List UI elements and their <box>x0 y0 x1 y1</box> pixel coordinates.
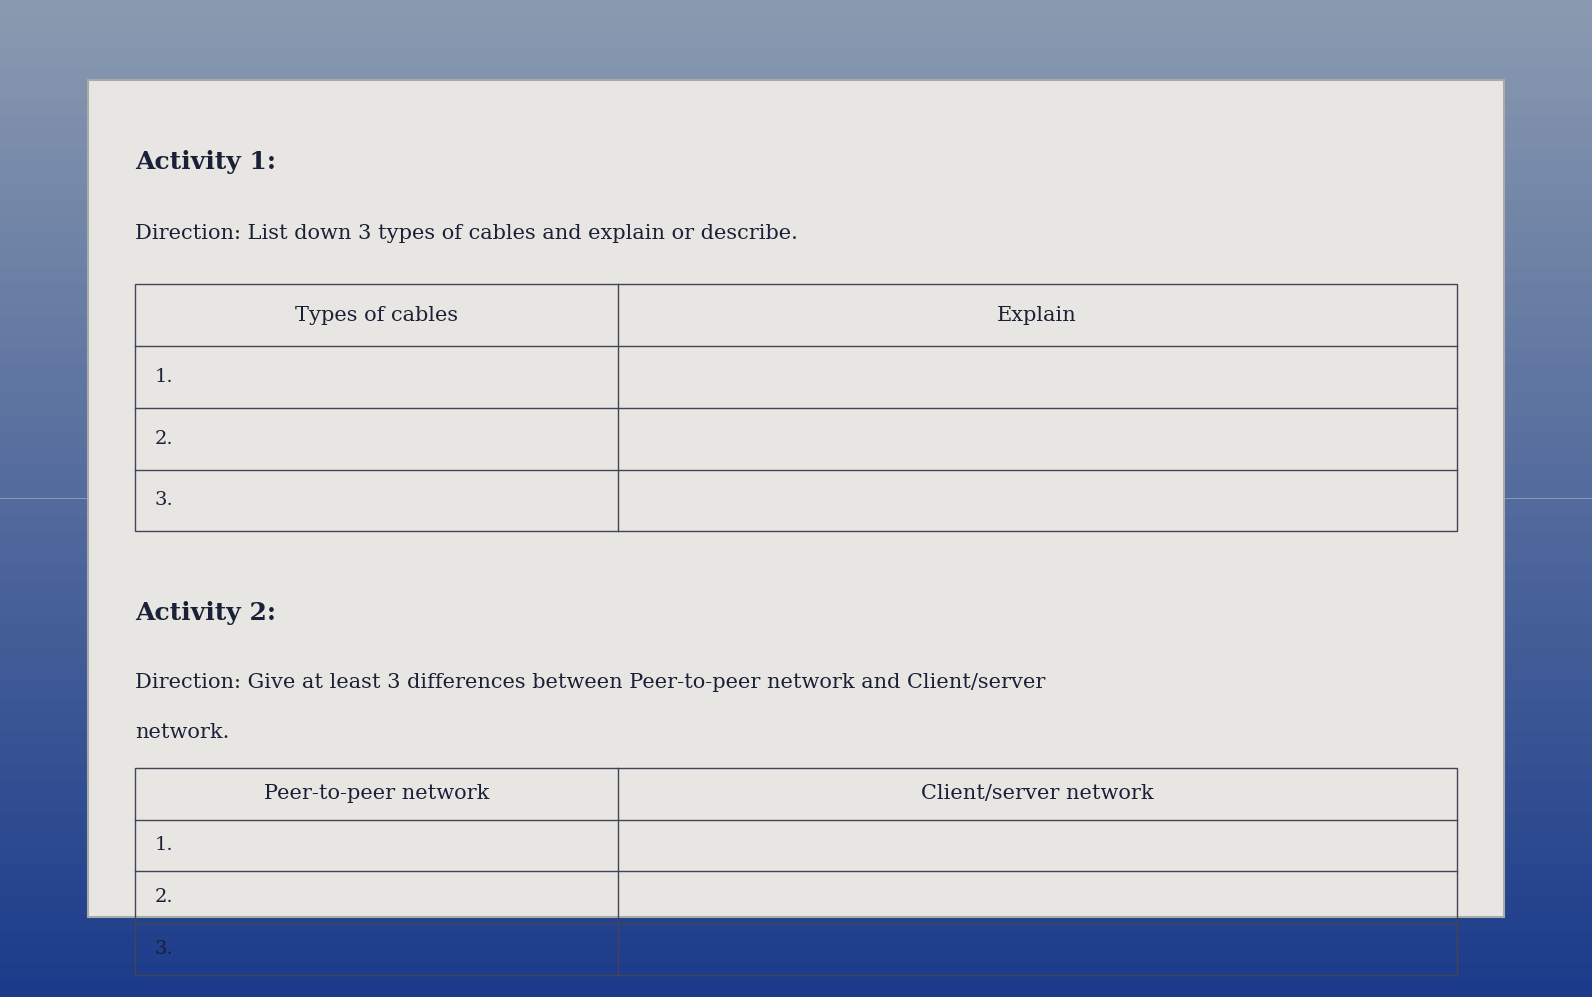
Bar <box>135 768 1457 975</box>
Bar <box>0 864 1592 880</box>
Bar <box>0 731 1592 748</box>
Bar <box>0 781 1592 798</box>
Text: Client/server network: Client/server network <box>920 784 1154 804</box>
Bar <box>0 847 1592 864</box>
Bar <box>0 216 1592 232</box>
Bar <box>0 166 1592 182</box>
Bar <box>0 815 1592 831</box>
Text: 2.: 2. <box>154 430 174 448</box>
Bar <box>0 399 1592 416</box>
Bar <box>0 299 1592 316</box>
Text: Activity 1:: Activity 1: <box>135 150 277 173</box>
Bar <box>0 182 1592 199</box>
Bar <box>0 316 1592 332</box>
Bar <box>0 449 1592 466</box>
Bar <box>0 665 1592 681</box>
Bar <box>0 100 1592 117</box>
Bar <box>0 698 1592 715</box>
Bar <box>0 581 1592 598</box>
Bar <box>0 482 1592 498</box>
Bar <box>0 897 1592 914</box>
Text: Peer-to-peer network: Peer-to-peer network <box>264 784 489 804</box>
Bar <box>0 249 1592 266</box>
Bar <box>0 980 1592 997</box>
Text: Explain: Explain <box>997 305 1078 325</box>
Bar <box>0 531 1592 548</box>
Bar <box>0 598 1592 615</box>
Bar <box>0 432 1592 449</box>
Bar <box>135 284 1457 531</box>
Bar <box>0 615 1592 631</box>
Bar <box>0 382 1592 399</box>
Bar <box>0 715 1592 731</box>
Bar <box>0 332 1592 349</box>
Text: Direction: List down 3 types of cables and explain or describe.: Direction: List down 3 types of cables a… <box>135 224 798 243</box>
Bar <box>0 117 1592 133</box>
Bar <box>0 748 1592 765</box>
Bar <box>0 515 1592 531</box>
Bar <box>0 798 1592 815</box>
Bar <box>0 880 1592 897</box>
Bar <box>0 765 1592 781</box>
Text: 1.: 1. <box>154 368 174 386</box>
Bar <box>0 466 1592 482</box>
Bar <box>0 199 1592 216</box>
Bar <box>0 681 1592 698</box>
Bar <box>0 349 1592 366</box>
Bar <box>0 548 1592 565</box>
Bar <box>0 648 1592 665</box>
Bar <box>0 631 1592 648</box>
Text: Types of cables: Types of cables <box>295 305 458 325</box>
Bar <box>88 80 1504 917</box>
Bar <box>0 914 1592 930</box>
Bar <box>0 266 1592 282</box>
Text: network.: network. <box>135 723 229 742</box>
Bar <box>0 133 1592 150</box>
Bar <box>0 33 1592 50</box>
Text: Activity 2:: Activity 2: <box>135 601 277 625</box>
Text: 1.: 1. <box>154 836 174 854</box>
Bar <box>0 964 1592 980</box>
Text: 2.: 2. <box>154 888 174 906</box>
Text: 3.: 3. <box>154 492 174 509</box>
Bar <box>0 565 1592 581</box>
Bar <box>0 17 1592 33</box>
Bar <box>0 416 1592 432</box>
Bar <box>0 947 1592 964</box>
Text: 3.: 3. <box>154 940 174 958</box>
Text: Direction: Give at least 3 differences between Peer-to-peer network and Client/s: Direction: Give at least 3 differences b… <box>135 673 1046 692</box>
Bar <box>0 930 1592 947</box>
Bar <box>0 67 1592 83</box>
Bar <box>0 0 1592 17</box>
Bar <box>0 83 1592 100</box>
Bar <box>0 150 1592 166</box>
Bar <box>0 282 1592 299</box>
Bar <box>0 50 1592 67</box>
Bar <box>0 366 1592 382</box>
Bar <box>0 831 1592 847</box>
Bar <box>0 498 1592 515</box>
Bar <box>0 232 1592 249</box>
